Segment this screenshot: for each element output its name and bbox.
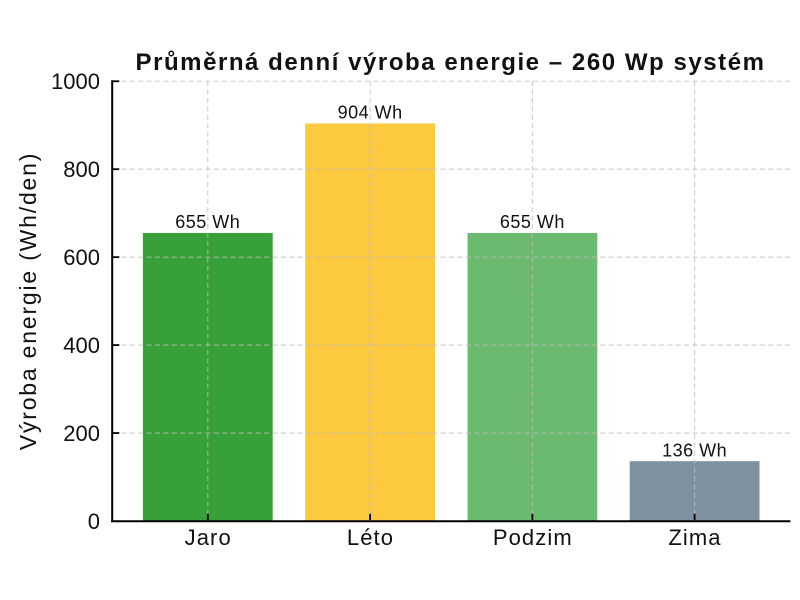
svg-text:Podzim: Podzim bbox=[493, 525, 573, 550]
svg-text:Zima: Zima bbox=[668, 525, 721, 550]
svg-text:600: 600 bbox=[63, 245, 100, 270]
svg-text:800: 800 bbox=[63, 157, 100, 182]
svg-text:136 Wh: 136 Wh bbox=[662, 441, 727, 461]
svg-text:Jaro: Jaro bbox=[185, 525, 232, 550]
svg-text:904 Wh: 904 Wh bbox=[338, 103, 403, 123]
svg-text:200: 200 bbox=[63, 421, 100, 446]
svg-text:Průměrná denní výroba energie: Průměrná denní výroba energie – 260 Wp s… bbox=[136, 49, 766, 76]
svg-text:655 Wh: 655 Wh bbox=[500, 212, 565, 232]
svg-text:400: 400 bbox=[63, 333, 100, 358]
svg-text:655 Wh: 655 Wh bbox=[175, 212, 240, 232]
svg-text:1000: 1000 bbox=[51, 69, 100, 94]
svg-text:0: 0 bbox=[88, 509, 100, 534]
svg-text:Výroba energie (Wh/den): Výroba energie (Wh/den) bbox=[15, 152, 41, 450]
svg-text:Léto: Léto bbox=[347, 525, 394, 550]
